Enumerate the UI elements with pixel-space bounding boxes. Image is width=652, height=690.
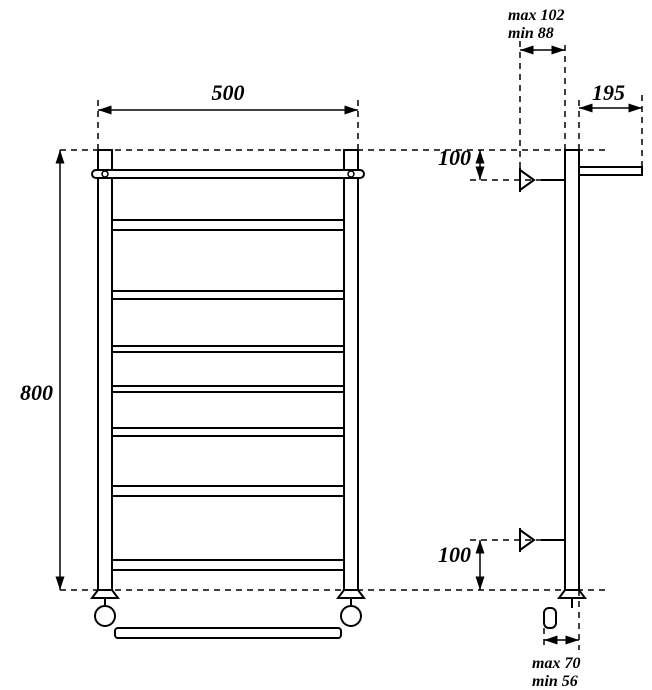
dim-800: 800 [20,380,53,405]
dim-top-100: 100 [438,145,471,170]
dim-min56: min 56 [532,673,578,690]
dim-min88: min 88 [508,25,554,42]
technical-drawing: 500 800 100 100 max 102min 88 195 max 70min 56 [0,0,652,690]
dim-500: 500 [212,80,245,105]
dim-bottom-100: 100 [438,542,471,567]
dim-max70: max 70 [532,655,580,672]
dim-max102: max 102 [508,7,564,24]
dim-195: 195 [592,80,625,105]
